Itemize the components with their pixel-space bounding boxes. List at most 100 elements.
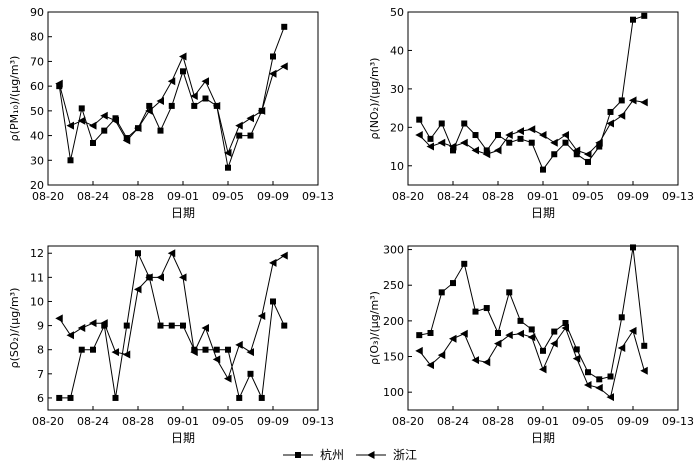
y-tick-label: 8 bbox=[37, 344, 44, 357]
data-point bbox=[212, 101, 221, 110]
x-tick-label: 09-09 bbox=[257, 415, 289, 428]
x-tick-label: 09-01 bbox=[527, 190, 559, 203]
data-point bbox=[607, 373, 614, 380]
series-line bbox=[419, 247, 645, 380]
data-point bbox=[78, 346, 85, 353]
x-tick-label: 09-01 bbox=[527, 415, 559, 428]
y-tick-label: 7 bbox=[37, 368, 44, 381]
x-tick-label: 09-09 bbox=[617, 415, 649, 428]
data-point bbox=[527, 125, 536, 134]
data-point bbox=[551, 151, 558, 158]
data-point bbox=[471, 146, 479, 155]
data-point bbox=[539, 131, 547, 140]
data-point bbox=[156, 273, 164, 282]
data-point bbox=[640, 98, 648, 107]
data-point bbox=[235, 340, 243, 349]
y-tick-label: 250 bbox=[383, 279, 404, 292]
plot-frame bbox=[407, 11, 679, 186]
y-tick-label: 20 bbox=[390, 121, 404, 134]
data-point bbox=[247, 132, 254, 139]
data-point bbox=[551, 328, 558, 335]
data-point bbox=[437, 351, 446, 360]
data-point bbox=[122, 136, 131, 145]
data-point bbox=[539, 365, 547, 374]
data-point bbox=[100, 111, 108, 120]
data-point bbox=[506, 289, 513, 296]
data-point bbox=[416, 116, 423, 123]
data-point bbox=[212, 355, 221, 364]
data-point bbox=[550, 138, 558, 147]
data-point bbox=[472, 132, 479, 139]
data-point bbox=[145, 273, 153, 282]
x-axis-label: 日期 bbox=[171, 431, 195, 445]
y-tick-label: 80 bbox=[30, 31, 44, 44]
x-tick-label: 09-13 bbox=[302, 190, 334, 203]
data-point bbox=[415, 346, 423, 355]
legend: 杭州 浙江 bbox=[283, 447, 417, 462]
y-tick-label: 10 bbox=[390, 160, 404, 173]
data-point bbox=[89, 121, 97, 130]
x-tick-label: 08-20 bbox=[392, 190, 424, 203]
y-tick-label: 30 bbox=[390, 83, 404, 96]
data-point bbox=[472, 308, 479, 315]
chart-panel: 08-20 08-24 08-28 09-01 09-05 09-09 09-13 100 15… bbox=[368, 244, 694, 445]
x-tick-label: 08-28 bbox=[482, 190, 514, 203]
x-tick-label: 09-05 bbox=[212, 190, 244, 203]
data-point bbox=[471, 356, 479, 365]
y-tick-label: 150 bbox=[383, 351, 404, 364]
data-point bbox=[426, 142, 434, 151]
legend-marker bbox=[295, 452, 301, 458]
data-point bbox=[584, 381, 592, 390]
x-tick-label: 08-24 bbox=[437, 190, 469, 203]
x-tick-label: 09-01 bbox=[167, 190, 199, 203]
data-point bbox=[528, 139, 535, 146]
data-point bbox=[516, 127, 524, 136]
y-tick-label: 200 bbox=[383, 315, 404, 328]
data-point bbox=[179, 52, 187, 61]
legend-label: 杭州 bbox=[320, 447, 344, 462]
data-point bbox=[595, 138, 603, 147]
data-point bbox=[67, 394, 74, 401]
data-point bbox=[629, 96, 637, 105]
data-point bbox=[280, 62, 288, 71]
data-point bbox=[572, 354, 581, 363]
data-point bbox=[630, 16, 636, 23]
data-point bbox=[201, 77, 209, 86]
data-point bbox=[257, 311, 266, 320]
plot-frame bbox=[407, 245, 679, 411]
data-point bbox=[281, 322, 288, 329]
data-point bbox=[449, 334, 457, 343]
data-point bbox=[201, 324, 209, 332]
x-tick-label: 08-28 bbox=[122, 415, 154, 428]
data-point bbox=[460, 138, 468, 147]
data-point bbox=[461, 120, 468, 127]
data-point bbox=[618, 97, 625, 104]
x-tick-label: 09-13 bbox=[662, 190, 694, 203]
data-point bbox=[67, 157, 74, 164]
y-tick-label: 6 bbox=[37, 392, 44, 405]
data-point bbox=[516, 329, 524, 338]
data-point bbox=[168, 322, 175, 329]
data-point bbox=[145, 106, 153, 115]
data-point bbox=[562, 320, 569, 327]
y-axis-label: ρ(SO₂)/(μg/m³) bbox=[8, 288, 21, 369]
data-point bbox=[482, 358, 491, 367]
x-tick-label: 09-05 bbox=[572, 190, 604, 203]
data-point bbox=[66, 331, 74, 340]
data-point bbox=[427, 329, 434, 336]
data-point bbox=[236, 132, 243, 139]
y-axis-label: ρ(PM₁₀)/(μg/m³) bbox=[8, 56, 21, 142]
data-point bbox=[56, 83, 63, 90]
data-point bbox=[280, 251, 288, 260]
y-tick-label: 12 bbox=[30, 247, 44, 260]
y-tick-label: 10 bbox=[30, 295, 44, 308]
data-point bbox=[494, 146, 502, 155]
data-point bbox=[483, 147, 490, 154]
data-point bbox=[202, 346, 209, 353]
data-point bbox=[122, 350, 131, 359]
data-point bbox=[101, 127, 108, 134]
data-point bbox=[270, 53, 276, 60]
data-point bbox=[225, 164, 231, 171]
x-tick-label: 09-09 bbox=[257, 190, 289, 203]
